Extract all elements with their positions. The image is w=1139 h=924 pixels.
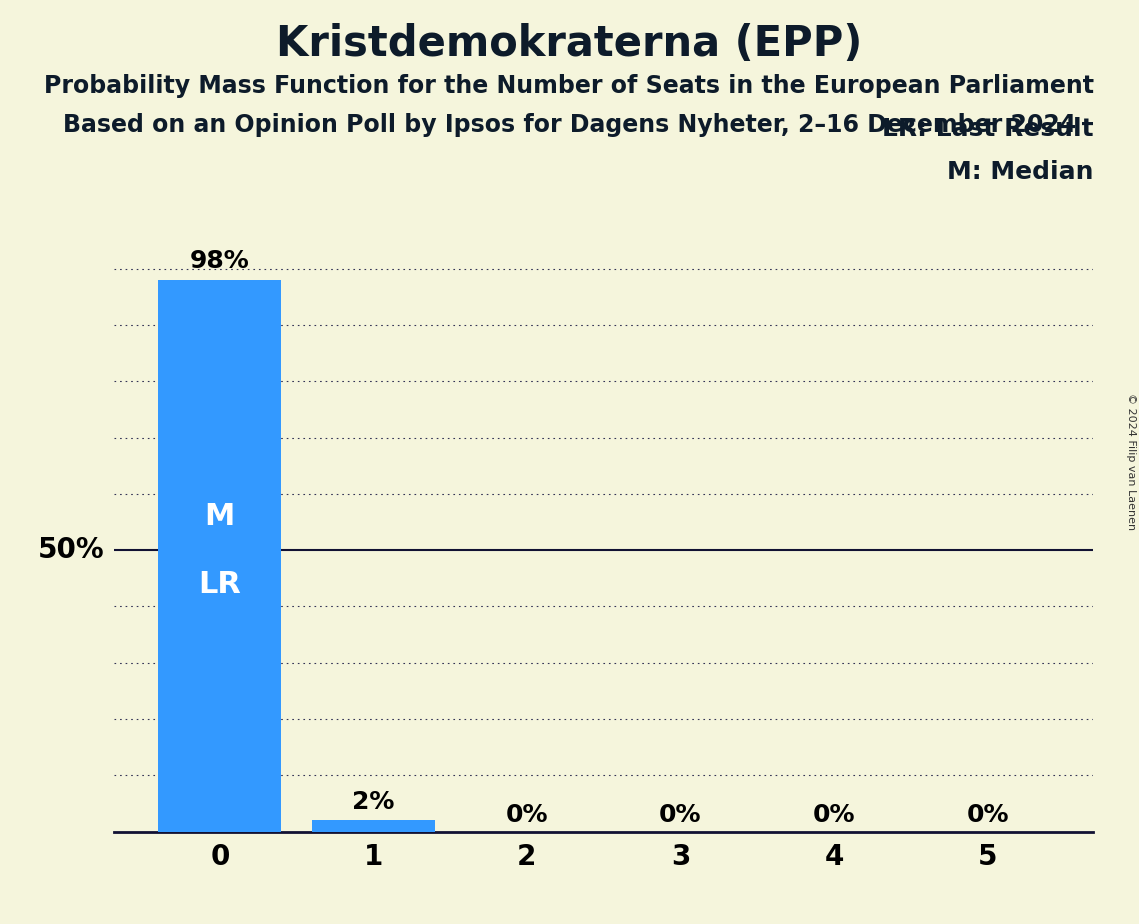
Text: 2%: 2%: [352, 790, 394, 814]
Text: M: M: [205, 502, 235, 530]
Text: © 2024 Filip van Laenen: © 2024 Filip van Laenen: [1126, 394, 1136, 530]
Text: 0%: 0%: [659, 803, 702, 827]
Text: 98%: 98%: [190, 249, 249, 274]
Text: LR: LR: [198, 570, 241, 599]
Text: 50%: 50%: [38, 536, 104, 565]
Text: Kristdemokraterna (EPP): Kristdemokraterna (EPP): [277, 23, 862, 65]
Bar: [158, 280, 281, 832]
Text: Based on an Opinion Poll by Ipsos for Dagens Nyheter, 2–16 December 2024: Based on an Opinion Poll by Ipsos for Da…: [63, 113, 1076, 137]
Bar: [312, 821, 435, 832]
Text: LR: Last Result: LR: Last Result: [882, 116, 1093, 140]
Text: 0%: 0%: [813, 803, 855, 827]
Text: 0%: 0%: [506, 803, 548, 827]
Text: 0%: 0%: [966, 803, 1009, 827]
Text: M: Median: M: Median: [947, 160, 1093, 184]
Text: Probability Mass Function for the Number of Seats in the European Parliament: Probability Mass Function for the Number…: [44, 74, 1095, 98]
